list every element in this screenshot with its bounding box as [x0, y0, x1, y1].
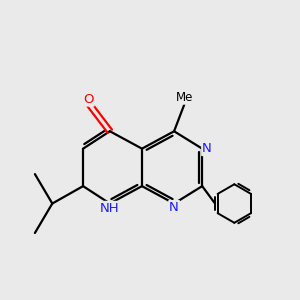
Text: Me: Me [176, 91, 194, 104]
Text: N: N [169, 201, 179, 214]
Text: O: O [83, 93, 94, 106]
Text: NH: NH [100, 202, 120, 215]
Text: N: N [202, 142, 212, 155]
